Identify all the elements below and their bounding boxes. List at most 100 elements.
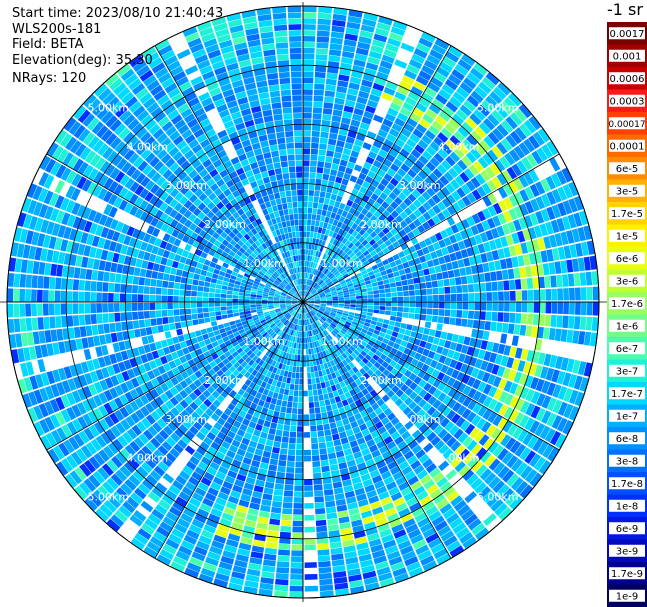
- range-gate-cell: [449, 341, 458, 351]
- range-gate-cell: [303, 160, 310, 166]
- range-gate-cell: [461, 183, 471, 195]
- range-gate-cell: [411, 344, 419, 352]
- range-gate-cell: [78, 279, 86, 291]
- range-gate-cell: [524, 186, 535, 200]
- range-gate-cell: [324, 216, 330, 224]
- range-gate-cell: [381, 235, 389, 243]
- range-gate-cell: [334, 254, 340, 261]
- range-gate-cell: [403, 158, 414, 168]
- range-gate-cell: [438, 239, 446, 249]
- range-gate-cell: [279, 387, 285, 395]
- range-gate-cell: [508, 92, 522, 107]
- range-gate-cell: [55, 277, 62, 290]
- range-gate-cell: [431, 369, 440, 378]
- range-gate-cell: [336, 140, 345, 148]
- range-gate-cell: [446, 205, 456, 216]
- range-gate-cell: [321, 412, 328, 419]
- range-gate-cell: [430, 251, 438, 260]
- range-gate-cell: [375, 339, 382, 346]
- range-gate-cell: [297, 420, 303, 426]
- range-gate-cell: [306, 261, 310, 267]
- range-gate-cell: [339, 122, 350, 131]
- range-gate-cell: [318, 566, 332, 574]
- range-gate-cell: [196, 335, 204, 343]
- range-gate-cell: [327, 249, 333, 256]
- range-gate-cell: [524, 417, 535, 431]
- range-gate-cell: [309, 287, 314, 293]
- range-gate-cell: [396, 168, 407, 178]
- range-gate-cell: [385, 251, 393, 259]
- range-gate-cell: [157, 325, 165, 333]
- range-gate-cell: [360, 285, 367, 290]
- range-gate-cell: [355, 177, 364, 186]
- range-gate-cell: [533, 302, 540, 313]
- range-gate-cell: [323, 277, 329, 283]
- range-gate-cell: [303, 290, 306, 297]
- range-gate-cell: [377, 280, 384, 286]
- range-gate-cell: [314, 283, 319, 289]
- range-gate-cell: [562, 200, 573, 215]
- range-gate-cell: [433, 136, 445, 148]
- range-gate-cell: [332, 433, 340, 441]
- range-gate-cell: [282, 394, 289, 402]
- range-gate-cell: [303, 166, 310, 172]
- range-gate-cell: [438, 256, 446, 265]
- range-gate-cell: [337, 293, 344, 297]
- range-gate-cell: [331, 308, 338, 311]
- range-gate-cell: [13, 273, 21, 288]
- range-gate-cell: [335, 176, 343, 184]
- range-gate-cell: [557, 288, 564, 301]
- range-gate-cell: [428, 385, 437, 395]
- range-gate-cell: [545, 175, 557, 190]
- range-gate-cell: [167, 302, 173, 310]
- range-gate-cell: [494, 238, 503, 249]
- range-gate-cell: [304, 508, 315, 515]
- range-gate-cell: [321, 179, 329, 187]
- range-gate-cell: [196, 262, 204, 270]
- range-gate-cell: [156, 317, 163, 326]
- range-gate-cell: [441, 143, 453, 155]
- range-gate-cell: [373, 290, 380, 295]
- range-gate-cell: [320, 305, 326, 308]
- range-gate-cell: [192, 319, 199, 326]
- range-gate-cell: [384, 288, 391, 293]
- range-gate-cell: [509, 346, 517, 358]
- range-gate-cell: [48, 290, 55, 302]
- range-gate-cell: [435, 93, 448, 105]
- range-gate-cell: [313, 306, 319, 310]
- range-gate-cell: [433, 352, 441, 362]
- range-gate-cell: [132, 320, 140, 329]
- range-gate-cell: [397, 291, 404, 297]
- range-gate-cell: [497, 417, 508, 430]
- range-gate-cell: [362, 216, 370, 224]
- range-gate-cell: [457, 143, 469, 155]
- range-gate-cell: [457, 393, 467, 404]
- range-gate-cell: [263, 420, 271, 428]
- range-gate-cell: [313, 395, 319, 402]
- range-gate-cell: [333, 439, 342, 447]
- range-gate-cell: [377, 318, 384, 323]
- range-gate-cell: [319, 292, 325, 296]
- range-gate-cell: [306, 292, 310, 298]
- range-gate-cell: [424, 253, 432, 261]
- range-gate-cell: [331, 294, 338, 298]
- range-gate-cell: [370, 165, 379, 174]
- range-gate-cell: [314, 298, 321, 301]
- range-gate-cell: [421, 92, 434, 103]
- range-gate-cell: [141, 260, 149, 269]
- range-gate-cell: [470, 67, 484, 81]
- range-gate-cell: [544, 428, 556, 443]
- range-gate-cell: [329, 274, 335, 280]
- range-gate-cell: [319, 143, 327, 150]
- range-gate-cell: [315, 214, 321, 221]
- range-gate-cell: [289, 585, 303, 592]
- range-gate-cell: [492, 127, 505, 141]
- range-gate-cell: [306, 225, 311, 232]
- range-gate-cell: [303, 130, 311, 137]
- range-gate-cell: [407, 168, 417, 179]
- range-gate-cell: [350, 263, 358, 270]
- range-gate-cell: [574, 391, 585, 407]
- range-gate-cell: [474, 126, 487, 139]
- range-gate-cell: [290, 556, 303, 563]
- range-gate-cell: [326, 303, 333, 305]
